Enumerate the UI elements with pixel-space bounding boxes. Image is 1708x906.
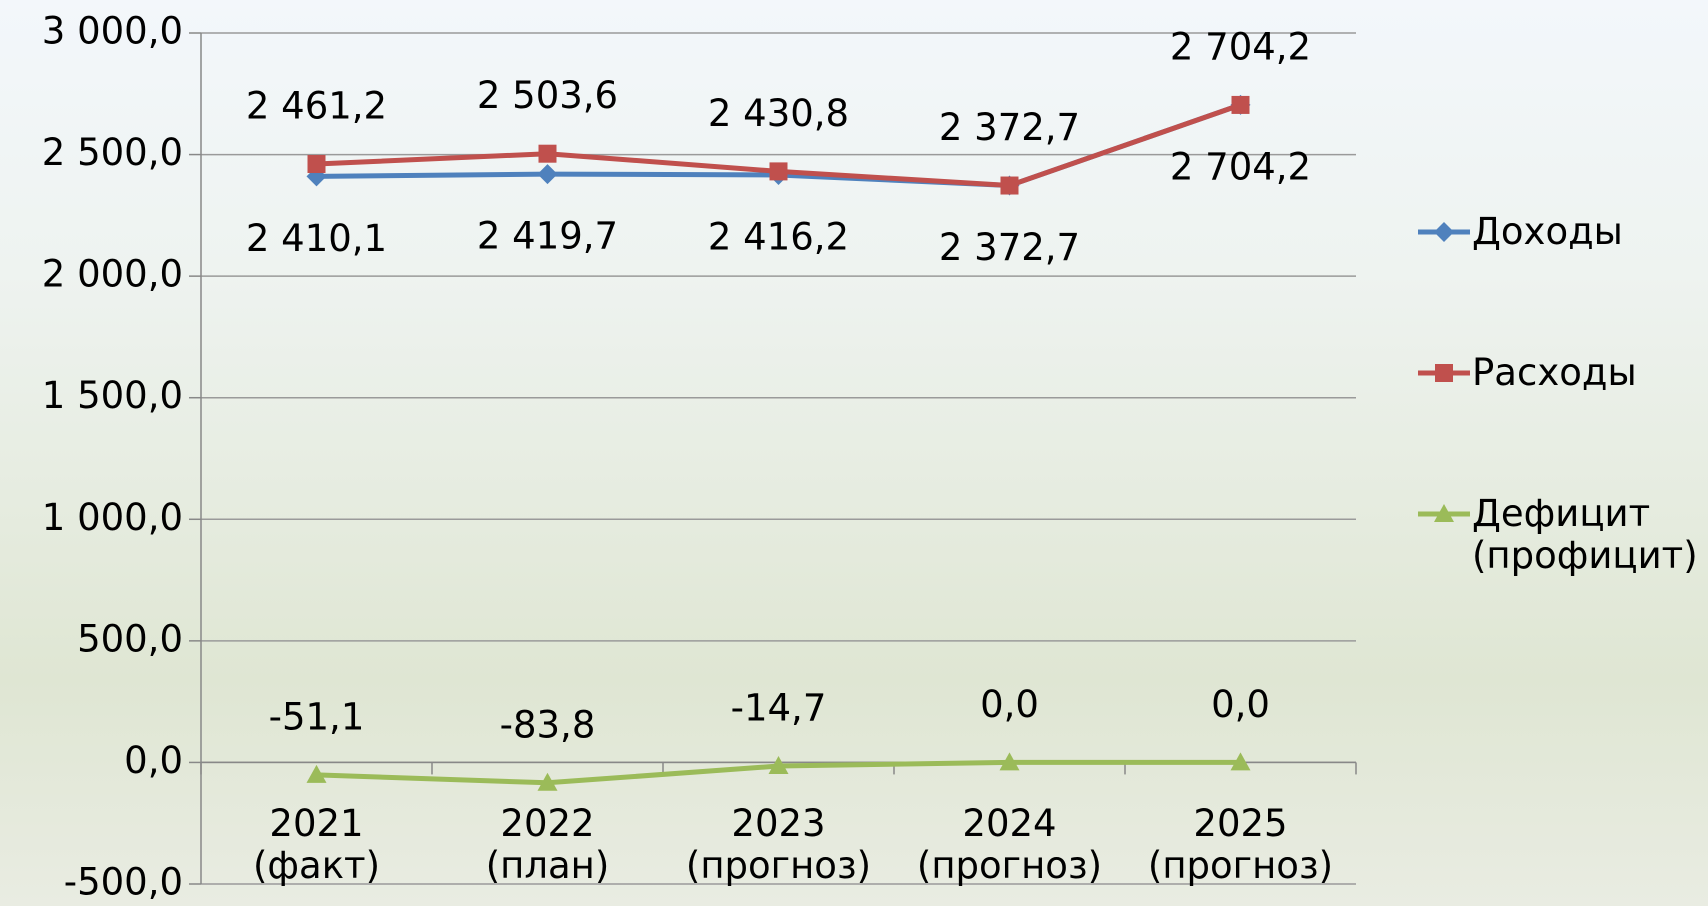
data-label: 2 704,2 bbox=[1170, 145, 1311, 188]
data-label: 2 430,8 bbox=[708, 92, 849, 135]
data-label: 2 704,2 bbox=[1170, 25, 1311, 68]
legend-swatch bbox=[1416, 493, 1472, 535]
data-label: -51,1 bbox=[269, 695, 365, 738]
y-tick-label: 0,0 bbox=[124, 739, 183, 782]
x-tick-label: 2023 (прогноз) bbox=[664, 803, 894, 887]
chart: -500,0 0,0 500,0 1 000,0 1 500,0 2 000,0 2 500… bbox=[0, 0, 1708, 906]
data-label: 2 503,6 bbox=[477, 74, 618, 117]
data-label: -83,8 bbox=[500, 703, 596, 746]
y-tick-label: 1 500,0 bbox=[42, 374, 183, 417]
data-label: 2 416,2 bbox=[708, 215, 849, 258]
data-label: 0,0 bbox=[1211, 683, 1270, 726]
y-tick-label: 2 500,0 bbox=[42, 131, 183, 174]
legend-label: Доходы bbox=[1472, 211, 1708, 253]
x-tick-label: 2022 (план) bbox=[433, 803, 663, 887]
legend-item: Расходы bbox=[1416, 352, 1708, 394]
data-point bbox=[538, 164, 558, 184]
data-label: 2 372,7 bbox=[939, 106, 1080, 149]
legend-label: Расходы bbox=[1472, 352, 1708, 394]
marker bbox=[1434, 222, 1454, 242]
data-label: 2 461,2 bbox=[246, 85, 387, 128]
data-label: 2 410,1 bbox=[246, 217, 387, 260]
data-point bbox=[770, 162, 788, 180]
x-tick-label: 2021 (факт) bbox=[202, 803, 432, 887]
legend-swatch bbox=[1416, 211, 1472, 253]
data-label: -14,7 bbox=[731, 687, 827, 730]
y-tick-label: -500,0 bbox=[64, 861, 183, 904]
data-point bbox=[1001, 177, 1019, 195]
legend-label: Дефицит (профицит) bbox=[1472, 493, 1708, 577]
y-tick-label: 3 000,0 bbox=[42, 10, 183, 53]
y-tick-label: 1 000,0 bbox=[42, 496, 183, 539]
marker bbox=[1435, 364, 1453, 382]
legend-item: Доходы bbox=[1416, 211, 1708, 253]
data-label: 2 372,7 bbox=[939, 226, 1080, 269]
x-tick-label: 2025 (прогноз) bbox=[1126, 803, 1356, 887]
plot: -500,0 0,0 500,0 1 000,0 1 500,0 2 000,0 2 500… bbox=[0, 0, 1708, 906]
legend-swatch bbox=[1416, 352, 1472, 394]
y-tick-label: 500,0 bbox=[77, 617, 183, 660]
data-label: 2 419,7 bbox=[477, 215, 618, 258]
data-point bbox=[539, 145, 557, 163]
data-point bbox=[1232, 96, 1250, 114]
x-tick-label: 2024 (прогноз) bbox=[895, 803, 1125, 887]
data-label: 0,0 bbox=[980, 683, 1039, 726]
legend-item: Дефицит (профицит) bbox=[1416, 493, 1708, 577]
y-tick-label: 2 000,0 bbox=[42, 253, 183, 296]
data-point bbox=[308, 155, 326, 173]
